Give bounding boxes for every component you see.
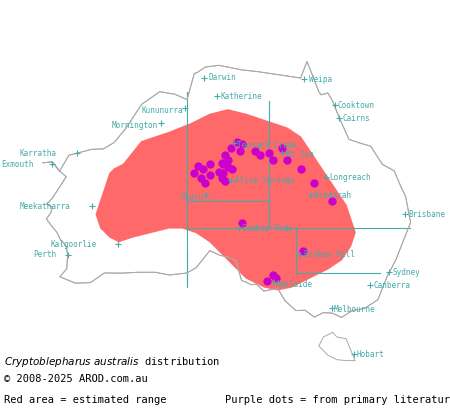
Text: Katherine: Katherine bbox=[220, 92, 261, 101]
Text: Hobart: Hobart bbox=[357, 350, 385, 359]
Text: Adelaide: Adelaide bbox=[276, 280, 313, 289]
Text: Weipa: Weipa bbox=[309, 75, 332, 84]
Polygon shape bbox=[319, 332, 355, 361]
Text: Karratha: Karratha bbox=[20, 149, 57, 158]
Text: Uluru: Uluru bbox=[181, 193, 204, 202]
Text: Meekatharra: Meekatharra bbox=[19, 202, 70, 211]
Text: Cairns: Cairns bbox=[343, 114, 370, 123]
Polygon shape bbox=[96, 110, 355, 290]
Text: Cooktown: Cooktown bbox=[338, 101, 375, 110]
Text: Longreach: Longreach bbox=[329, 173, 370, 182]
Text: Kununurra: Kununurra bbox=[141, 106, 183, 115]
Text: © 2008-2025 AROD.com.au: © 2008-2025 AROD.com.au bbox=[4, 374, 148, 384]
Text: Sydney: Sydney bbox=[392, 268, 420, 277]
Text: $\it{Cryptoblepharus\ australis}$ distribution: $\it{Cryptoblepharus\ australis}$ distri… bbox=[4, 355, 220, 369]
Polygon shape bbox=[43, 61, 410, 317]
Text: Perth: Perth bbox=[33, 251, 56, 259]
Text: Tennant Creek: Tennant Creek bbox=[238, 142, 297, 151]
Polygon shape bbox=[96, 110, 355, 290]
Text: Windorah: Windorah bbox=[315, 191, 351, 200]
Text: Mornington: Mornington bbox=[112, 120, 158, 129]
Text: Broken Hill: Broken Hill bbox=[304, 251, 355, 259]
Text: Alice Springs: Alice Springs bbox=[234, 176, 295, 185]
Text: Darwin: Darwin bbox=[209, 73, 236, 83]
Text: Exmouth: Exmouth bbox=[1, 159, 34, 168]
Text: Mt Isa: Mt Isa bbox=[286, 150, 313, 159]
Text: Purple dots = from primary literature: Purple dots = from primary literature bbox=[225, 395, 450, 405]
Text: Brisbane: Brisbane bbox=[409, 210, 446, 219]
Text: Coober Pedy: Coober Pedy bbox=[242, 224, 293, 233]
Text: Kalgoorlie: Kalgoorlie bbox=[51, 239, 97, 249]
Text: Melbourne: Melbourne bbox=[334, 305, 375, 314]
Text: Red area = estimated range: Red area = estimated range bbox=[4, 395, 167, 405]
Text: Canberra: Canberra bbox=[373, 281, 410, 290]
